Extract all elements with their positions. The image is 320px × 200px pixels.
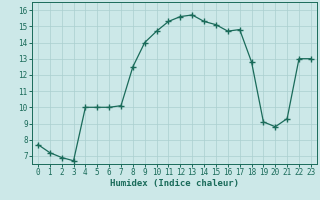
X-axis label: Humidex (Indice chaleur): Humidex (Indice chaleur) <box>110 179 239 188</box>
